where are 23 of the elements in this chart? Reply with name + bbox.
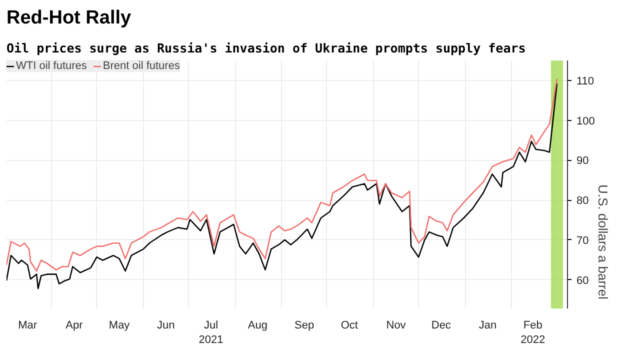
x-tick-label: May	[108, 320, 130, 332]
x-tick-label: Mar	[18, 320, 38, 332]
chart-title: Red-Hot Rally	[6, 8, 132, 28]
x-tick-label: Jul 2021	[198, 320, 224, 346]
x-tick-label: Jun	[157, 320, 175, 332]
x-tick-label: Dec	[431, 320, 452, 332]
y-tick-label: 80	[576, 195, 589, 208]
x-tick-label: Aug	[248, 320, 268, 332]
legend-label: WTI oil futures	[16, 60, 87, 72]
legend-label: Brent oil futures	[102, 60, 180, 72]
x-tick-label: Nov	[386, 320, 406, 332]
x-tick-label: Oct	[340, 320, 358, 332]
y-tick-label: 90	[576, 155, 589, 168]
chart-subtitle: Oil prices surge as Russia's invasion of Ukraine prompts supply fears	[6, 40, 526, 56]
x-tick-label: Feb 2022	[520, 320, 546, 346]
y-tick-label: 60	[576, 274, 589, 287]
x-tick-label: Jan	[478, 320, 497, 332]
y-tick-label: 100	[576, 115, 595, 128]
x-tick-label: Apr	[66, 320, 84, 332]
x-tick-label: Sep	[294, 320, 314, 332]
y-tick-label: 110	[576, 75, 594, 88]
y-axis-title: U.S. dollars a barrel	[595, 184, 610, 300]
y-tick-label: 70	[576, 234, 589, 247]
